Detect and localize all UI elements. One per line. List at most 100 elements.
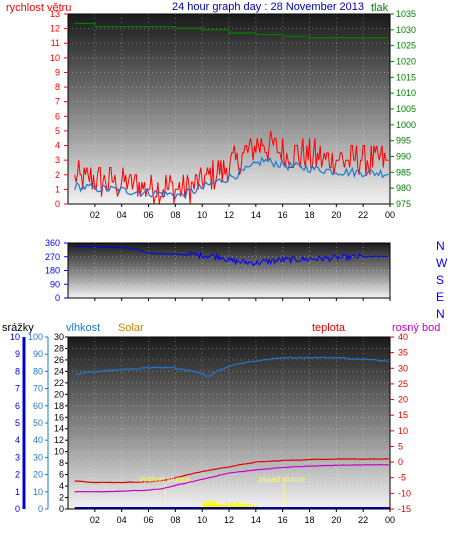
y-tick-label-direction: 180 [45, 266, 60, 276]
y-tick-label-temperature: 30 [398, 363, 408, 373]
y-tick-label-temperature: 40 [398, 332, 408, 342]
y-tick-label-wind: 9 [55, 67, 60, 77]
compass-label: E [436, 290, 444, 304]
y-tick-label-humidity: 100 [28, 332, 43, 342]
x-tick-label: 04 [117, 515, 127, 525]
y-tick-label-solar: 16 [54, 412, 64, 422]
solar-bar [219, 504, 222, 509]
y-tick-label-rain: 3 [15, 452, 20, 462]
y-tick-label-humidity: 40 [33, 435, 43, 445]
y-tick-label-wind: 3 [55, 155, 60, 165]
y-tick-label-solar: 18 [54, 401, 64, 411]
y-tick-label-pressure: 990 [396, 152, 411, 162]
solar-bar [211, 500, 214, 509]
y-tick-label-wind: 0 [55, 199, 60, 209]
x-tick-label: 18 [305, 515, 315, 525]
y-tick-label-humidity: 90 [33, 349, 43, 359]
y-tick-label-wind: 7 [55, 97, 60, 107]
humidity-line [74, 356, 389, 378]
y-tick-label-solar: 4 [59, 481, 64, 491]
y-tick-label-humidity: 20 [33, 470, 43, 480]
y-tick-label-rain: 9 [15, 349, 20, 359]
sunrise-label: východ slunce [139, 475, 190, 484]
y-tick-label-humidity: 10 [33, 487, 43, 497]
y-tick-label-wind: 10 [50, 53, 60, 63]
solar-bar [213, 500, 215, 509]
y-tick-label-solar: 10 [54, 447, 64, 457]
solar-bar [202, 502, 204, 509]
solar-bar [247, 504, 249, 509]
x-tick-label: 02 [90, 210, 100, 220]
x-tick-label: 02 [90, 515, 100, 525]
wind-speed-line [74, 130, 389, 205]
y-tick-label-pressure: 1020 [396, 57, 416, 67]
dewpoint-line [74, 463, 389, 493]
y-tick-label-rain: 6 [15, 401, 20, 411]
y-tick-label-humidity: 80 [33, 366, 43, 376]
y-tick-label-temperature: 0 [398, 457, 403, 467]
y-tick-label-rain: 8 [15, 366, 20, 376]
right-axis-label: tlak [371, 2, 389, 14]
x-tick-label: 14 [251, 515, 261, 525]
y-tick-label-direction: 0 [55, 293, 60, 303]
wind-direction-plot [68, 243, 390, 298]
solar-bar [236, 502, 238, 509]
y-tick-label-direction: 270 [45, 252, 60, 262]
y-tick-label-pressure: 980 [396, 183, 411, 193]
solar-bar [216, 504, 219, 509]
y-tick-label-humidity: 70 [33, 384, 43, 394]
solar-bar [218, 502, 220, 509]
y-tick-label-solar: 20 [54, 389, 64, 399]
solar-bar [239, 502, 241, 509]
y-tick-label-direction: 90 [50, 279, 60, 289]
y-tick-label-solar: 30 [54, 332, 64, 342]
compass-label: N [436, 307, 445, 321]
graph-title: 24 hour graph day : 28 November 2013 [172, 1, 364, 13]
dewpoint-axis-title: rosný bod [392, 322, 440, 334]
solar-bar [248, 503, 251, 509]
y-tick-label-pressure: 1025 [396, 41, 416, 51]
y-tick-label-direction: 360 [45, 238, 60, 248]
y-tick-label-temperature: 15 [398, 410, 408, 420]
sunset-label: západ slunce [258, 475, 306, 484]
y-tick-label-wind: 12 [50, 24, 60, 34]
solar-bar [226, 502, 228, 509]
y-tick-label-temperature: 35 [398, 348, 408, 358]
solar-bar [229, 502, 232, 509]
y-tick-label-solar: 14 [54, 424, 64, 434]
y-tick-label-rain: 0 [15, 504, 20, 514]
x-tick-label: 16 [278, 515, 288, 525]
y-tick-label-pressure: 1005 [396, 104, 416, 114]
y-tick-label-solar: 2 [59, 493, 64, 503]
y-tick-label-solar: 22 [54, 378, 64, 388]
solar-bar [224, 504, 227, 509]
temperature-axis-title: teplota [312, 322, 346, 334]
x-tick-label: 10 [197, 210, 207, 220]
y-tick-label-solar: 28 [54, 343, 64, 353]
x-tick-label: 06 [144, 515, 154, 525]
y-tick-label-pressure: 1010 [396, 88, 416, 98]
temperature-plot [68, 337, 390, 509]
y-tick-label-wind: 1 [55, 184, 60, 194]
y-tick-label-pressure: 1015 [396, 72, 416, 82]
y-tick-label-rain: 1 [15, 487, 20, 497]
y-tick-label-rain: 7 [15, 384, 20, 394]
x-tick-label: 20 [331, 210, 341, 220]
y-tick-label-temperature: -15 [398, 504, 411, 514]
solar-bar [237, 503, 240, 509]
y-tick-label-pressure: 1035 [396, 9, 416, 19]
x-tick-label: 00 [385, 210, 395, 220]
x-tick-label: 06 [144, 210, 154, 220]
y-tick-label-temperature: 5 [398, 441, 403, 451]
y-tick-label-wind: 4 [55, 141, 60, 151]
compass-label: S [436, 273, 444, 287]
x-tick-label: 22 [358, 515, 368, 525]
x-tick-label: 12 [224, 515, 234, 525]
y-tick-label-temperature: -10 [398, 488, 411, 498]
y-tick-label-pressure: 1030 [396, 25, 416, 35]
x-tick-label: 14 [251, 210, 261, 220]
x-tick-label: 22 [358, 210, 368, 220]
y-tick-label-humidity: 60 [33, 401, 43, 411]
